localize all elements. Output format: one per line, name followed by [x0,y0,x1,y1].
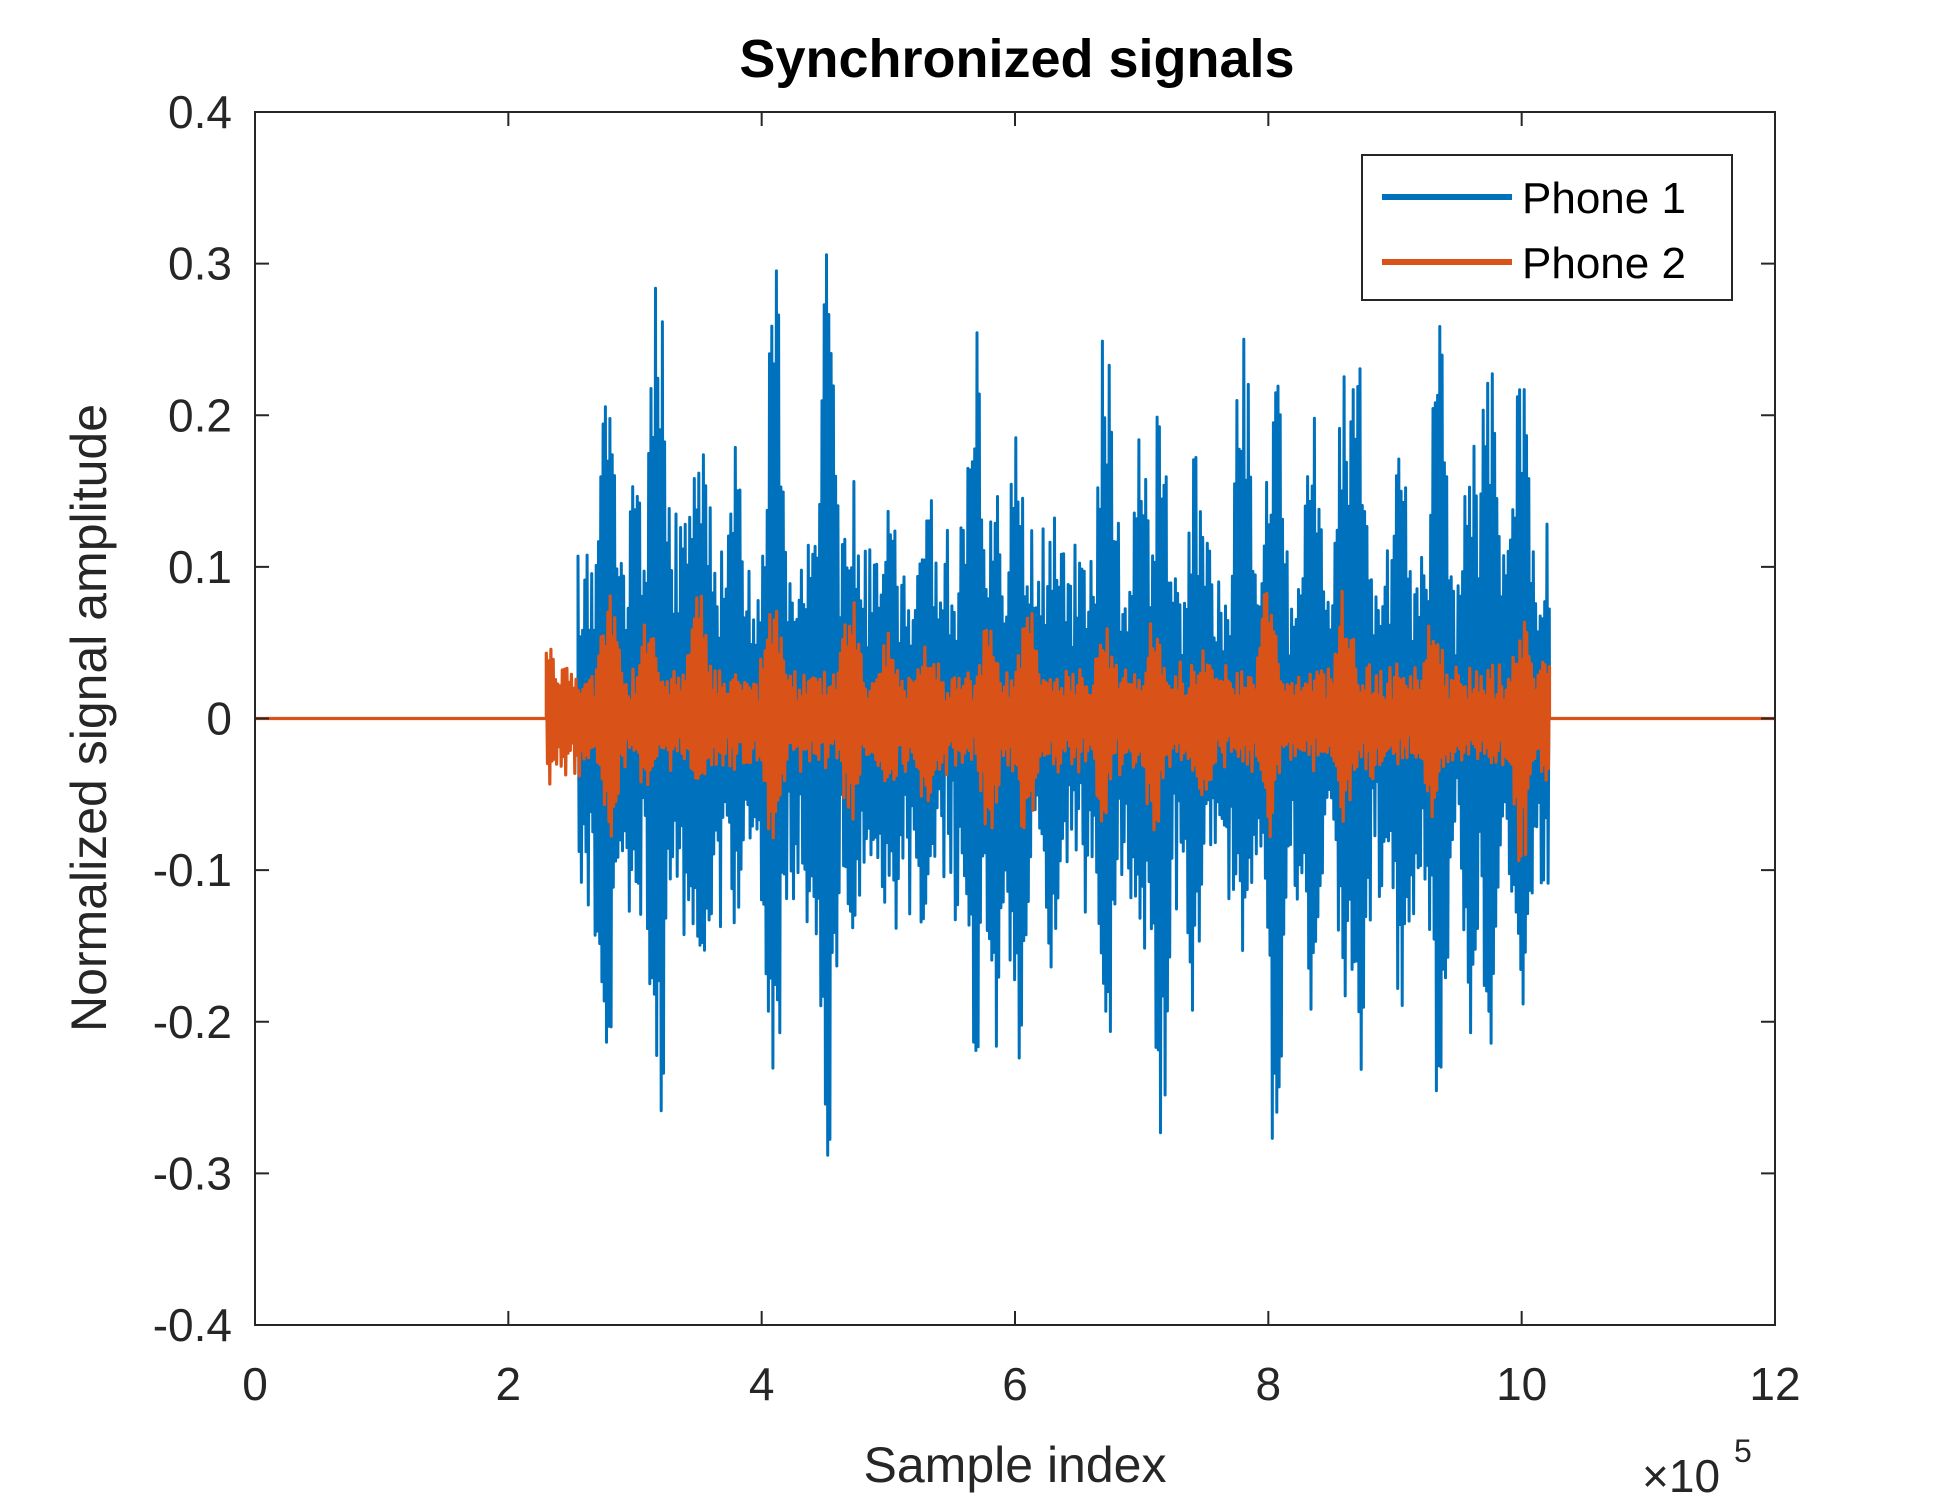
y-tick-label: -0.4 [153,1299,232,1351]
x-tick-label: 6 [1002,1358,1028,1410]
series-group [255,253,1775,1157]
series-line-phone-1 [255,253,1775,1157]
y-tick-label: -0.1 [153,844,232,896]
x-tick-label: 2 [496,1358,522,1410]
x-tick-label: 12 [1749,1358,1800,1410]
y-tick-label: -0.3 [153,1147,232,1199]
ticks-group: 0 2 4 6 8 10 12 0.4 0.3 0.2 0.1 0 -0.1 -0.2 -0.3 -0.4 [153,86,1801,1410]
legend-label-phone-1: Phone 1 [1522,174,1686,223]
x-tick-label: 4 [749,1358,775,1410]
x-exponent-power: 5 [1734,1433,1752,1469]
series-line-phone-2 [255,589,1775,863]
y-tick-label: 0.3 [168,238,232,290]
x-tick-label: 0 [242,1358,268,1410]
legend: Phone 1 Phone 2 [1361,154,1733,301]
y-tick-label: 0.4 [168,86,232,138]
x-tick-label: 8 [1256,1358,1282,1410]
chart-title: Synchronized signals [739,29,1294,89]
legend-label-phone-2: Phone 2 [1522,239,1686,288]
y-tick-label: 0 [206,693,232,745]
y-axis-label: Normalized signal amplitude [61,404,117,1032]
x-exponent-label: ×10 [1642,1450,1720,1500]
y-tick-label: 0.1 [168,541,232,593]
y-tick-label: 0.2 [168,389,232,441]
legend-box [1361,154,1733,301]
x-axis-label: Sample index [864,1437,1167,1493]
x-tick-label: 10 [1496,1358,1547,1410]
y-tick-label: -0.2 [153,996,232,1048]
